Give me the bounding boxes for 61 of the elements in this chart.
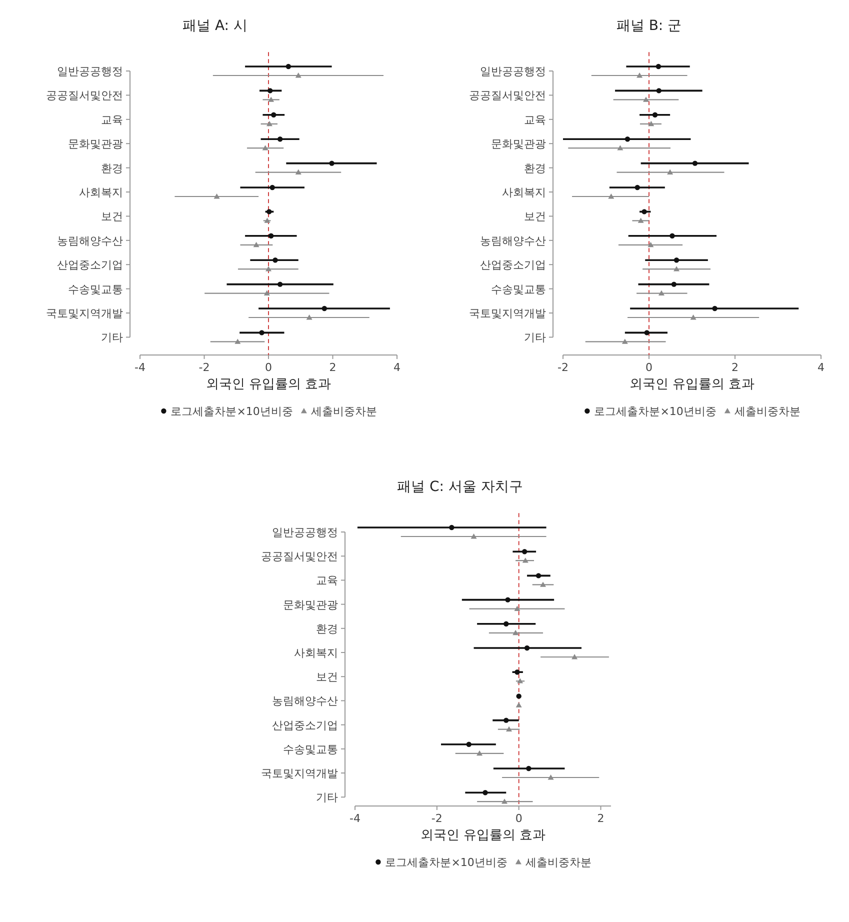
y-tick-label: 문화및관광 <box>68 138 123 151</box>
x-tick-label: -4 <box>134 361 146 374</box>
legend-label: 로그세출차분×10년비중 <box>385 856 508 869</box>
x-tick-label: 0 <box>265 361 272 374</box>
y-tick-label: 농림해양수산 <box>57 234 123 248</box>
y-tick-label: 사회복지 <box>79 186 123 199</box>
y-tick-label: 기타 <box>101 331 123 344</box>
y-tick-label: 공공질서및안전 <box>469 89 546 102</box>
x-tick-label: -2 <box>198 361 210 374</box>
legend-label: 로그세출차분×10년비중 <box>170 405 293 418</box>
y-tick-label: 사회복지 <box>502 186 546 199</box>
y-tick-label: 교육 <box>101 113 123 126</box>
x-tick-label: 0 <box>515 812 522 825</box>
y-tick-label: 환경 <box>316 622 338 636</box>
x-tick-label: 4 <box>818 361 824 374</box>
legend-label: 세출비중차분 <box>525 856 592 869</box>
y-tick-label: 수송및교통 <box>283 742 338 756</box>
y-tick-label: 교육 <box>316 574 338 588</box>
y-tick-label: 교육 <box>524 113 546 126</box>
y-tick-label: 국토및지역개발 <box>261 767 338 780</box>
legend-label: 세출비중차분 <box>734 405 800 418</box>
y-tick-label: 수송및교통 <box>491 282 546 296</box>
y-tick-label: 사회복지 <box>294 646 338 660</box>
y-tick-label: 수송및교통 <box>68 282 123 296</box>
x-tick-label: -2 <box>558 361 568 374</box>
y-tick-label: 환경 <box>101 162 123 175</box>
y-tick-label: 문화및관광 <box>283 598 338 612</box>
chart-title: 패널 A: 시 <box>182 18 248 34</box>
y-tick-label: 보건 <box>316 670 338 684</box>
x-tick-label: 2 <box>597 812 604 825</box>
y-tick-label: 국토및지역개발 <box>469 307 546 320</box>
x-tick-label: 0 <box>646 361 652 374</box>
y-tick-label: 기타 <box>524 331 546 344</box>
y-tick-label: 농림해양수산 <box>272 694 338 708</box>
y-tick-label: 일반공공행정 <box>480 65 546 78</box>
x-tick-label: -4 <box>350 812 360 825</box>
y-tick-label: 산업중소기업 <box>480 258 546 272</box>
y-tick-label: 공공질서및안전 <box>46 89 123 102</box>
y-tick-label: 국토및지역개발 <box>46 307 123 320</box>
x-tick-label: -2 <box>431 812 442 825</box>
legend-label: 세출비중차분 <box>310 405 377 418</box>
y-tick-label: 기타 <box>316 791 338 804</box>
y-tick-label: 산업중소기업 <box>272 718 338 732</box>
y-tick-label: 보건 <box>101 210 123 224</box>
y-tick-label: 문화및관광 <box>491 138 546 151</box>
x-tick-label: 4 <box>394 361 400 374</box>
chart-title: 패널 C: 서울 자치구 <box>397 479 523 495</box>
chart-title: 패널 B: 군 <box>616 18 682 34</box>
y-tick-label: 보건 <box>524 210 546 224</box>
x-axis-title: 외국인 유입률의 효과 <box>629 377 755 392</box>
legend-label: 로그세출차분×10년비중 <box>594 405 716 418</box>
y-tick-label: 농림해양수산 <box>480 234 546 248</box>
y-tick-label: 공공질서및안전 <box>261 550 338 564</box>
x-axis-title: 외국인 유입률의 효과 <box>206 377 332 392</box>
x-tick-label: 2 <box>732 361 738 374</box>
y-tick-label: 환경 <box>524 162 546 175</box>
y-tick-label: 일반공공행정 <box>57 65 123 78</box>
y-tick-label: 일반공공행정 <box>272 526 338 539</box>
x-tick-label: 2 <box>329 361 336 374</box>
y-tick-label: 산업중소기업 <box>57 258 123 272</box>
x-axis-title: 외국인 유입률의 효과 <box>420 828 546 843</box>
